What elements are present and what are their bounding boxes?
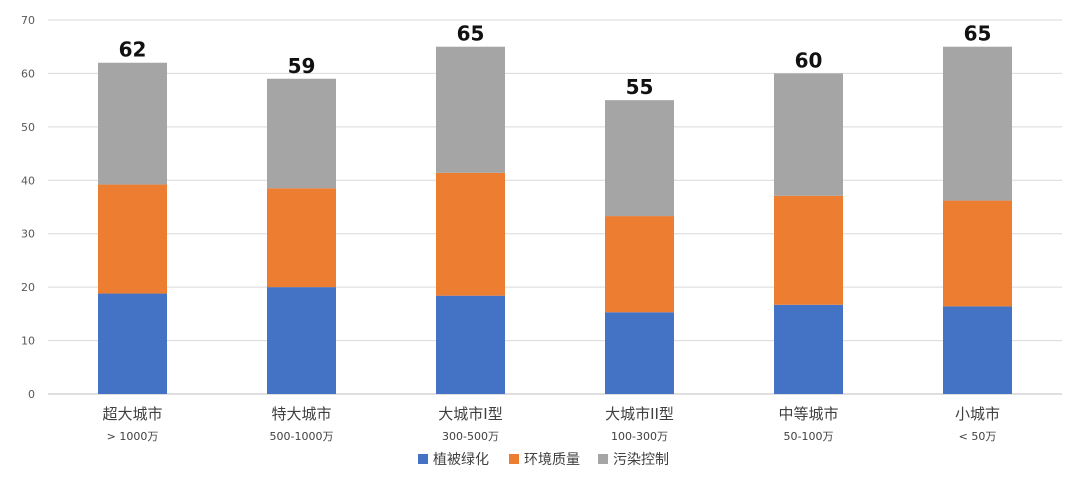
x-category-sublabel: 50-100万 (784, 430, 834, 443)
x-category-label: 特大城市 (271, 405, 331, 423)
total-label: 59 (288, 54, 316, 78)
bar-segment (943, 200, 1012, 307)
legend-swatch (418, 454, 428, 464)
legend-label: 污染控制 (613, 452, 669, 468)
bar-segment (436, 295, 505, 394)
bar-segment (943, 306, 1012, 394)
y-tick-label: 60 (21, 67, 35, 80)
bars (98, 46, 1012, 394)
x-category-label: 中等城市 (778, 405, 838, 423)
y-tick-label: 10 (21, 335, 35, 348)
total-label: 65 (964, 22, 992, 46)
legend: 植被绿化 环境质量 污染控制 (418, 452, 669, 468)
y-tick-label: 70 (21, 14, 35, 27)
y-axis: 0 10 20 30 40 50 60 70 (21, 14, 35, 401)
bar-segment (267, 78, 336, 189)
x-axis: 超大城市 > 1000万 特大城市 500-1000万 大城市I型 300-500万 大城市… (102, 405, 1000, 443)
y-tick-label: 20 (21, 281, 35, 294)
legend-swatch (509, 454, 519, 464)
total-label: 65 (457, 22, 485, 46)
y-tick-label: 40 (21, 174, 35, 187)
bar-segment (98, 184, 167, 294)
bar-segment (605, 100, 674, 217)
bar-segment (267, 188, 336, 288)
total-label: 60 (795, 48, 823, 72)
bar-segment (98, 293, 167, 394)
bar-segment (943, 46, 1012, 201)
x-category-sublabel: 300-500万 (442, 430, 499, 443)
y-tick-label: 30 (21, 228, 35, 241)
y-tick-label: 50 (21, 121, 35, 134)
y-tick-label: 0 (28, 388, 35, 401)
bar-segment (436, 172, 505, 296)
total-labels: 62 59 65 55 60 65 (119, 22, 992, 99)
bar-segment (774, 195, 843, 305)
legend-swatch (598, 454, 608, 464)
total-label: 62 (119, 38, 147, 62)
x-category-sublabel: > 1000万 (107, 430, 159, 443)
x-category-label: 大城市II型 (605, 405, 674, 423)
legend-label: 环境质量 (524, 452, 580, 468)
x-category-sublabel: 100-300万 (611, 430, 668, 443)
x-category-sublabel: 500-1000万 (270, 430, 334, 443)
x-category-label: 大城市I型 (438, 405, 502, 423)
gridlines (48, 19, 1062, 395)
bar-segment (605, 216, 674, 313)
legend-label: 植被绿化 (433, 452, 489, 468)
bar-segment (436, 46, 505, 173)
bar-segment (774, 304, 843, 394)
bar-segment (98, 62, 167, 185)
bar-segment (267, 287, 336, 394)
x-category-label: 超大城市 (102, 405, 162, 423)
x-category-label: 小城市 (955, 405, 1000, 423)
x-category-sublabel: < 50万 (959, 430, 997, 443)
total-label: 55 (626, 75, 654, 99)
bar-segment (605, 312, 674, 394)
bar-segment (774, 73, 843, 196)
